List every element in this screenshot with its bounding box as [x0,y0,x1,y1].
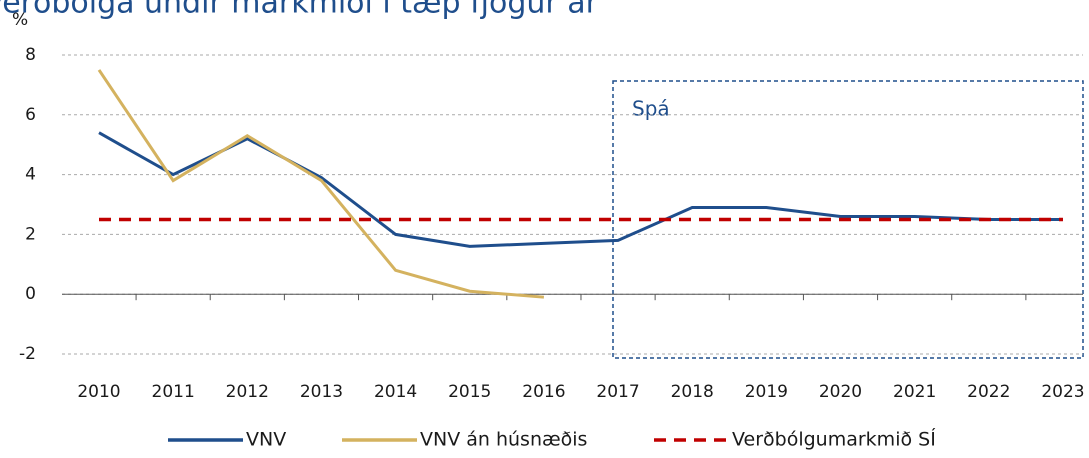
x-tick-label: 2020 [819,382,862,402]
y-tick-label: -2 [19,344,36,364]
x-tick-label: 2013 [300,382,343,402]
x-tick-label: 2019 [745,382,788,402]
forecast-box [612,80,1084,359]
y-axis-label: % [12,10,28,30]
series-line [97,69,545,299]
x-tick-label: 2010 [77,382,120,402]
y-tick-label: 8 [25,45,36,65]
x-tick-label: 2023 [1041,382,1084,402]
chart-title: Verðbólga undir markmiði í tæp fjögur ár [0,0,599,21]
series-line [98,131,1063,248]
legend-label: VNV án húsnæðis [420,429,587,451]
annotation: Spá [632,97,670,121]
x-tick-label: 2017 [596,382,639,402]
x-tick-label: 2012 [226,382,269,402]
y-tick-label: 6 [25,105,36,125]
y-tick-label: 0 [25,284,36,304]
x-tick-label: 2015 [448,382,491,402]
x-tick-label: 2022 [967,382,1010,402]
x-tick-label: 2011 [152,382,195,402]
x-tick-label: 2021 [893,382,936,402]
legend-label: Verðbólgumarkmið SÍ [732,428,936,451]
x-tick-label: 2014 [374,382,417,402]
y-tick-label: 4 [25,165,36,185]
legend-label: VNV [246,429,286,451]
y-tick-label: 2 [25,224,36,244]
x-tick-label: 2016 [522,382,565,402]
x-tick-label: 2018 [671,382,714,402]
